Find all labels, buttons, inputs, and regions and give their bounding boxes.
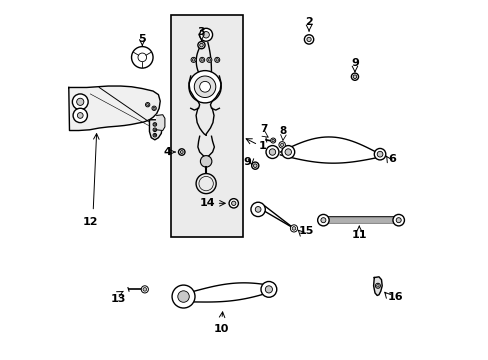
Circle shape [278, 141, 285, 148]
Circle shape [201, 59, 203, 61]
Circle shape [269, 149, 275, 155]
Circle shape [292, 226, 295, 230]
Circle shape [320, 218, 325, 223]
Circle shape [199, 81, 210, 92]
Circle shape [376, 284, 378, 287]
Circle shape [392, 215, 404, 226]
Circle shape [153, 128, 156, 132]
Text: 6: 6 [387, 154, 395, 164]
Circle shape [146, 104, 148, 106]
Circle shape [145, 103, 149, 107]
Polygon shape [156, 115, 164, 131]
Circle shape [153, 107, 155, 109]
Circle shape [154, 123, 155, 125]
Text: 5: 5 [138, 35, 146, 44]
Circle shape [306, 37, 310, 41]
Bar [171, 15, 242, 237]
Circle shape [304, 35, 313, 44]
Circle shape [77, 98, 83, 105]
Circle shape [152, 106, 156, 111]
Text: 12: 12 [82, 217, 98, 226]
Circle shape [285, 149, 291, 155]
Text: 9: 9 [243, 157, 250, 167]
Text: 2: 2 [305, 17, 312, 27]
Circle shape [141, 286, 148, 293]
Text: 15: 15 [298, 226, 313, 236]
Circle shape [192, 59, 194, 61]
Circle shape [375, 283, 380, 288]
Circle shape [178, 149, 184, 155]
Text: 11: 11 [351, 230, 366, 240]
Text: 10: 10 [213, 324, 228, 334]
Circle shape [280, 143, 283, 147]
Circle shape [271, 139, 274, 142]
Circle shape [270, 138, 275, 143]
Circle shape [265, 286, 272, 293]
Circle shape [206, 57, 211, 62]
Circle shape [317, 215, 328, 226]
Circle shape [154, 134, 155, 136]
Circle shape [216, 59, 218, 61]
Text: 4: 4 [163, 147, 171, 157]
Circle shape [180, 150, 183, 153]
Circle shape [188, 71, 221, 103]
Circle shape [251, 162, 258, 169]
Circle shape [265, 145, 278, 158]
Circle shape [131, 46, 153, 68]
Circle shape [73, 108, 87, 123]
Circle shape [154, 129, 155, 131]
Circle shape [153, 134, 156, 137]
Text: 1: 1 [258, 141, 266, 151]
Circle shape [261, 282, 276, 297]
Polygon shape [373, 277, 382, 296]
Circle shape [208, 59, 210, 61]
Text: 13: 13 [110, 294, 126, 304]
Circle shape [142, 288, 146, 291]
Circle shape [395, 218, 400, 223]
Circle shape [200, 156, 211, 167]
Circle shape [72, 94, 88, 110]
Circle shape [199, 43, 203, 47]
Circle shape [228, 199, 238, 208]
Circle shape [253, 164, 257, 167]
Text: 9: 9 [350, 58, 358, 68]
Circle shape [214, 57, 219, 62]
Circle shape [191, 57, 196, 62]
Circle shape [153, 123, 156, 126]
Circle shape [77, 113, 83, 118]
Circle shape [178, 291, 189, 302]
Circle shape [172, 285, 195, 308]
Circle shape [376, 151, 382, 157]
Text: 7: 7 [260, 124, 267, 134]
Circle shape [199, 28, 212, 41]
Polygon shape [69, 86, 160, 131]
Circle shape [194, 76, 215, 98]
Text: 16: 16 [387, 292, 403, 302]
Circle shape [199, 57, 204, 62]
Text: 3: 3 [197, 27, 205, 37]
Circle shape [373, 148, 385, 160]
Circle shape [351, 73, 358, 80]
Circle shape [250, 202, 265, 217]
Text: 8: 8 [279, 126, 286, 136]
Circle shape [281, 145, 294, 158]
Circle shape [255, 207, 261, 212]
Polygon shape [149, 120, 162, 140]
Circle shape [290, 225, 297, 232]
Circle shape [352, 75, 356, 78]
Circle shape [231, 201, 235, 206]
Circle shape [198, 41, 204, 49]
Text: 14: 14 [199, 198, 215, 208]
Circle shape [203, 32, 209, 38]
